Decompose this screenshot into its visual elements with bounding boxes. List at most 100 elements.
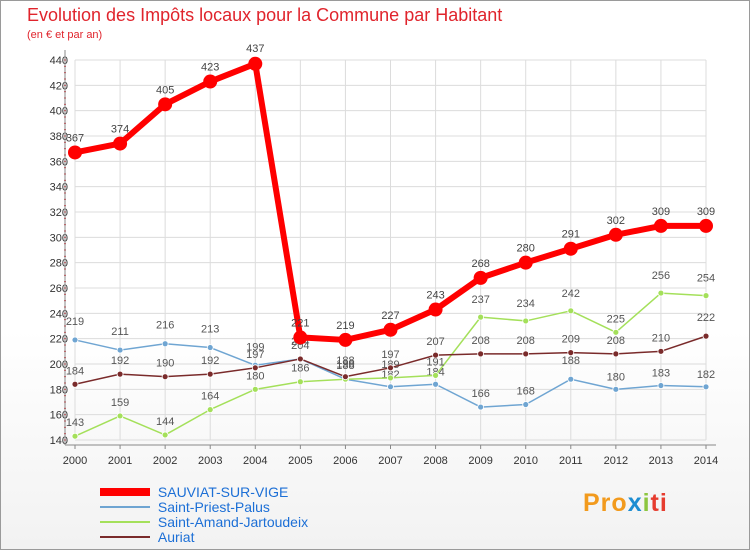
chart-subtitle: (en € et par an) — [27, 29, 103, 41]
legend-label-auriat: Auriat — [157, 528, 195, 545]
data-point-1 — [477, 403, 485, 411]
data-point-3 — [522, 350, 530, 358]
x-tick-label: 2010 — [513, 455, 537, 467]
data-point-3 — [71, 380, 79, 388]
logo-part-4: ti — [650, 489, 668, 517]
data-label-0: 268 — [471, 258, 489, 270]
data-label-3: 184 — [66, 365, 84, 377]
y-tick-label: 260 — [50, 283, 68, 295]
data-label-0: 309 — [697, 206, 715, 218]
data-label-2: 191 — [426, 356, 444, 368]
data-label-2: 143 — [66, 417, 84, 429]
data-point-3 — [477, 350, 485, 358]
data-point-0 — [608, 227, 623, 242]
data-point-0 — [203, 74, 218, 89]
data-point-1 — [567, 375, 575, 383]
y-tick-label: 300 — [50, 232, 68, 244]
x-tick-label: 2002 — [153, 455, 177, 467]
data-label-2: 159 — [111, 397, 129, 409]
x-tick-label: 2012 — [604, 455, 628, 467]
data-label-0: 367 — [66, 132, 84, 144]
data-point-1 — [387, 383, 394, 391]
data-point-3 — [251, 364, 259, 372]
data-label-1: 199 — [246, 341, 264, 353]
data-label-2: 225 — [607, 313, 625, 325]
data-label-0: 243 — [426, 290, 444, 302]
data-label-1: 213 — [201, 324, 219, 336]
data-point-1 — [71, 336, 79, 344]
data-point-1 — [702, 383, 710, 391]
data-point-3 — [702, 332, 710, 340]
data-point-2 — [296, 378, 304, 386]
legend: SAUVIAT-SUR-VIGE Saint-Priest-Palus Sain… — [100, 484, 308, 544]
data-label-2: 242 — [562, 288, 580, 300]
data-point-3 — [567, 349, 575, 357]
x-tick-label: 2013 — [649, 455, 673, 467]
legend-label-sauviat: SAUVIAT-SUR-VIGE — [157, 483, 289, 500]
x-tick-label: 2004 — [243, 455, 267, 467]
data-point-0 — [383, 322, 398, 337]
data-label-2: 234 — [517, 298, 535, 310]
data-label-2: 188 — [336, 360, 354, 372]
data-point-2 — [206, 406, 214, 414]
data-point-3 — [432, 351, 439, 359]
data-point-2 — [432, 371, 439, 379]
logo-part-2: x — [627, 489, 643, 517]
data-point-2 — [567, 307, 575, 315]
data-label-2: 144 — [156, 416, 174, 428]
data-point-1 — [522, 401, 530, 408]
data-label-3: 210 — [652, 332, 670, 344]
data-label-1: 216 — [156, 320, 174, 332]
data-label-1: 188 — [336, 355, 354, 367]
legend-label-saint-priest: Saint-Priest-Palus — [157, 498, 270, 515]
data-point-0 — [338, 332, 353, 347]
data-label-1: 166 — [471, 388, 489, 400]
data-point-0 — [113, 136, 128, 151]
data-label-3: 197 — [381, 349, 399, 361]
x-tick-label: 2003 — [198, 455, 222, 467]
data-label-0: 219 — [336, 320, 354, 332]
data-point-0 — [653, 218, 668, 233]
y-tick-label: 240 — [50, 308, 68, 320]
data-point-2 — [657, 289, 665, 297]
data-label-1: 168 — [517, 386, 535, 398]
data-label-3: 222 — [697, 312, 715, 324]
data-point-3 — [161, 373, 169, 381]
data-point-0 — [68, 145, 82, 160]
data-point-1 — [657, 382, 665, 389]
y-tick-label: 420 — [50, 80, 68, 92]
x-tick-label: 2008 — [423, 455, 447, 467]
proxiti-logo: Proxiti — [583, 489, 668, 518]
data-point-2 — [161, 431, 169, 439]
data-label-0: 437 — [246, 43, 264, 55]
data-point-3 — [296, 355, 304, 363]
x-tick-label: 2014 — [694, 455, 718, 467]
data-point-1 — [612, 385, 620, 393]
data-label-0: 221 — [291, 317, 309, 329]
legend-item-saint-amand: Saint-Amand-Jartoudeix — [100, 514, 308, 529]
data-label-1: 219 — [66, 316, 84, 328]
data-point-0 — [563, 241, 578, 256]
x-tick-label: 2007 — [378, 455, 402, 467]
y-tick-label: 360 — [50, 156, 68, 168]
legend-item-saint-priest: Saint-Priest-Palus — [100, 499, 308, 514]
data-point-2 — [251, 385, 259, 393]
data-point-2 — [477, 313, 485, 321]
data-point-0 — [158, 97, 173, 112]
data-label-0: 423 — [201, 62, 219, 74]
data-label-0: 309 — [652, 206, 670, 218]
x-tick-label: 2001 — [108, 455, 132, 467]
data-point-0 — [473, 270, 488, 285]
data-label-2: 254 — [697, 273, 715, 285]
logo-part-1: Pro — [583, 489, 628, 517]
data-label-1: 211 — [111, 326, 129, 338]
legend-item-sauviat: SAUVIAT-SUR-VIGE — [100, 484, 308, 499]
data-point-3 — [387, 364, 394, 372]
y-tick-label: 220 — [50, 334, 68, 346]
data-point-0 — [518, 255, 533, 270]
x-tick-label: 2009 — [468, 455, 492, 467]
data-label-3: 204 — [291, 340, 309, 352]
data-label-1: 188 — [562, 355, 580, 367]
data-point-3 — [657, 347, 665, 355]
